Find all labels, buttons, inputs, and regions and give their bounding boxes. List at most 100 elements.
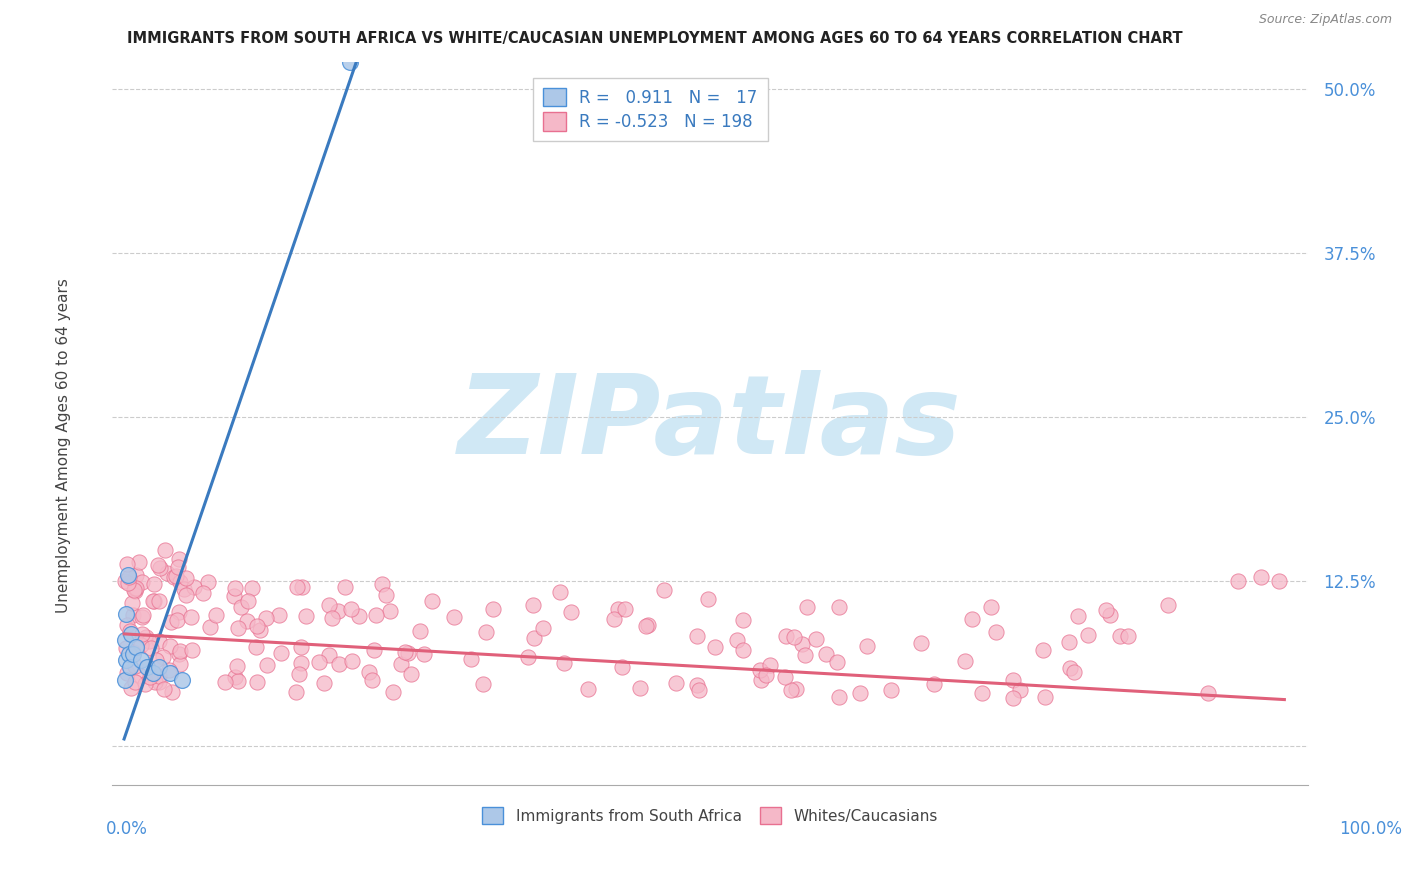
Point xyxy=(236,615,259,629)
Point xyxy=(1116,629,1139,643)
Point xyxy=(152,650,174,665)
Point xyxy=(125,568,148,582)
Point xyxy=(704,640,727,654)
Point xyxy=(328,657,350,672)
Point xyxy=(226,659,249,673)
Point xyxy=(1035,690,1057,704)
Point xyxy=(422,594,444,608)
Point xyxy=(295,609,318,624)
Point xyxy=(773,669,796,683)
Point xyxy=(214,674,236,689)
Point xyxy=(148,634,170,648)
Point xyxy=(169,574,191,589)
Point xyxy=(132,608,155,623)
Point xyxy=(162,685,184,699)
Point xyxy=(148,669,170,683)
Point xyxy=(910,636,932,650)
Point xyxy=(256,611,278,625)
Point xyxy=(172,673,194,687)
Point xyxy=(1250,570,1272,584)
Point xyxy=(849,686,872,700)
Point xyxy=(118,570,141,584)
Point xyxy=(1226,574,1249,589)
Point xyxy=(381,685,404,699)
Point xyxy=(1059,661,1081,675)
Point xyxy=(122,647,145,661)
Point xyxy=(755,667,778,681)
Point xyxy=(517,650,540,665)
Point xyxy=(359,665,381,680)
Point xyxy=(460,652,482,666)
Point xyxy=(321,611,343,625)
Point xyxy=(523,631,546,645)
Point xyxy=(347,608,370,623)
Point xyxy=(922,676,945,690)
Point xyxy=(245,619,267,633)
Point xyxy=(191,585,214,599)
Point xyxy=(131,626,153,640)
Point xyxy=(482,602,505,616)
Point xyxy=(148,659,170,673)
Point xyxy=(361,673,384,687)
Point xyxy=(267,607,290,622)
Point xyxy=(163,570,186,584)
Point xyxy=(576,682,599,697)
Point xyxy=(308,655,330,669)
Point xyxy=(129,638,152,652)
Point xyxy=(169,644,191,658)
Point xyxy=(174,571,197,585)
Point xyxy=(229,600,252,615)
Point xyxy=(114,653,136,667)
Point xyxy=(118,659,141,673)
Point xyxy=(731,613,754,627)
Point xyxy=(879,683,901,698)
Point xyxy=(733,643,755,657)
Point xyxy=(326,604,349,618)
Point xyxy=(122,645,145,659)
Point xyxy=(780,682,803,697)
Point xyxy=(1008,682,1031,697)
Point xyxy=(129,669,152,683)
Point xyxy=(749,673,772,687)
Point xyxy=(120,627,142,641)
Point xyxy=(815,648,838,662)
Point xyxy=(688,683,710,698)
Point xyxy=(153,543,176,558)
Point xyxy=(197,575,219,590)
Point xyxy=(142,594,165,608)
Point xyxy=(548,584,571,599)
Point xyxy=(142,666,165,681)
Point xyxy=(340,654,363,668)
Point xyxy=(167,647,190,661)
Point xyxy=(1067,609,1090,624)
Point xyxy=(1095,603,1118,617)
Point xyxy=(389,657,412,672)
Point xyxy=(962,612,984,626)
Point xyxy=(856,639,879,653)
Text: Source: ZipAtlas.com: Source: ZipAtlas.com xyxy=(1258,13,1392,27)
Point xyxy=(138,634,160,648)
Point xyxy=(117,665,139,680)
Point xyxy=(142,594,165,608)
Point xyxy=(131,610,153,624)
Point xyxy=(226,621,249,635)
Point xyxy=(124,659,146,673)
Point xyxy=(603,612,626,626)
Point xyxy=(117,576,139,591)
Point xyxy=(409,624,432,638)
Point xyxy=(318,598,340,612)
Point xyxy=(953,654,976,668)
Point xyxy=(124,581,146,595)
Point xyxy=(775,629,797,643)
Point xyxy=(364,608,387,623)
Point xyxy=(1032,643,1054,657)
Point xyxy=(226,673,249,688)
Point xyxy=(169,657,191,672)
Point xyxy=(725,633,748,648)
Text: ZIPatlas: ZIPatlas xyxy=(458,370,962,477)
Point xyxy=(128,555,150,569)
Point xyxy=(1156,598,1178,612)
Point xyxy=(160,615,183,629)
Point xyxy=(1063,665,1085,679)
Point xyxy=(785,682,807,697)
